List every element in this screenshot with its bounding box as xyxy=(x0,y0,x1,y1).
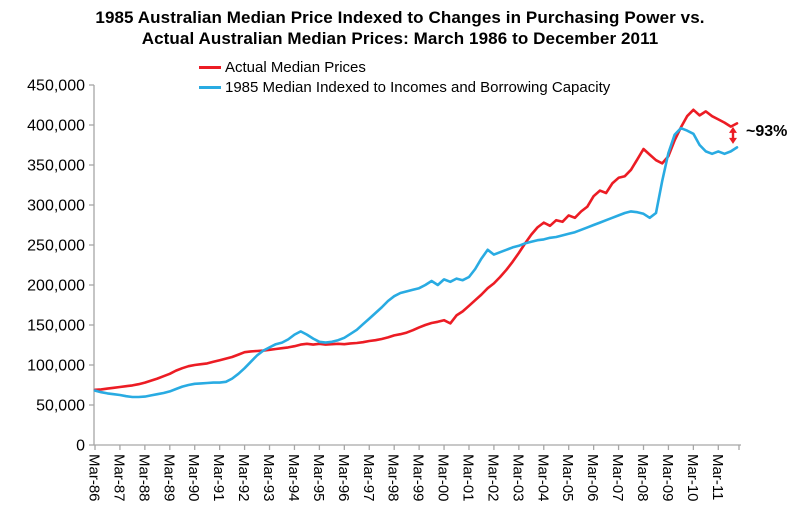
legend-swatch-blue-line-icon xyxy=(199,85,221,89)
series-line-actual-median-prices xyxy=(93,108,739,392)
x-tick-label: Mar-09 xyxy=(659,454,676,502)
gap-arrow-down-icon xyxy=(729,137,737,144)
y-tick-label: 250,000 xyxy=(27,238,85,255)
legend-item-1985-median-indexed: 1985 Median Indexed to Incomes and Borro… xyxy=(199,77,610,97)
x-tick-label: Mar-04 xyxy=(534,454,551,502)
chart-title-line1: 1985 Australian Median Price Indexed to … xyxy=(95,8,705,27)
x-tick-label: Mar-93 xyxy=(260,454,277,502)
x-tick-label: Mar-07 xyxy=(609,454,626,502)
x-tick-label: Mar-11 xyxy=(709,454,726,500)
y-tick-label: 300,000 xyxy=(27,198,85,215)
x-tick-label: Mar-86 xyxy=(86,454,103,502)
legend: Actual Median Prices 1985 Median Indexed… xyxy=(199,57,610,97)
x-tick-label: Mar-06 xyxy=(584,454,601,502)
chart-title: 1985 Australian Median Price Indexed to … xyxy=(0,7,800,49)
y-tick-label: 200,000 xyxy=(27,278,85,295)
y-tick-label: 50,000 xyxy=(36,398,85,415)
x-tick-label: Mar-91 xyxy=(210,454,227,502)
y-tick-label: 150,000 xyxy=(27,318,85,335)
x-tick-label: Mar-02 xyxy=(484,454,501,502)
y-tick-label: 0 xyxy=(76,438,85,455)
x-tick-label: Mar-03 xyxy=(509,454,526,502)
x-tick-label: Mar-89 xyxy=(160,454,177,502)
gap-arrow-up-icon xyxy=(729,126,737,133)
legend-label-actual-median-prices: Actual Median Prices xyxy=(225,58,366,76)
x-tick-label: Mar-90 xyxy=(185,454,202,502)
x-tick-label: Mar-05 xyxy=(559,454,576,502)
x-tick-label: Mar-10 xyxy=(684,454,701,502)
x-tick-label: Mar-99 xyxy=(410,454,427,502)
legend-item-actual-median-prices: Actual Median Prices xyxy=(199,57,610,77)
x-tick-label: Mar-95 xyxy=(310,454,327,502)
y-tick-label: 400,000 xyxy=(27,118,85,135)
y-tick-label: 450,000 xyxy=(27,78,85,95)
x-tick-label: Mar-08 xyxy=(634,454,651,502)
x-tick-label: Mar-01 xyxy=(459,454,476,502)
legend-label-1985-median-indexed: 1985 Median Indexed to Incomes and Borro… xyxy=(225,78,611,96)
chart-title-line2: Actual Australian Median Prices: March 1… xyxy=(141,29,659,48)
x-tick-label: Mar-98 xyxy=(385,454,402,502)
gap-annotation-label: ~93% xyxy=(746,123,788,140)
x-tick-label: Mar-94 xyxy=(285,454,302,502)
x-tick-label: Mar-88 xyxy=(135,454,152,502)
x-tick-label: Mar-00 xyxy=(435,454,452,502)
x-tick-label: Mar-96 xyxy=(335,454,352,502)
legend-swatch-red-line-icon xyxy=(199,65,221,69)
x-tick-label: Mar-87 xyxy=(110,454,127,502)
series-line-1985-median-indexed xyxy=(93,126,739,399)
y-tick-label: 350,000 xyxy=(27,158,85,175)
x-tick-label: Mar-97 xyxy=(360,454,377,502)
x-tick-label: Mar-92 xyxy=(235,454,252,502)
y-tick-label: 100,000 xyxy=(27,358,85,375)
